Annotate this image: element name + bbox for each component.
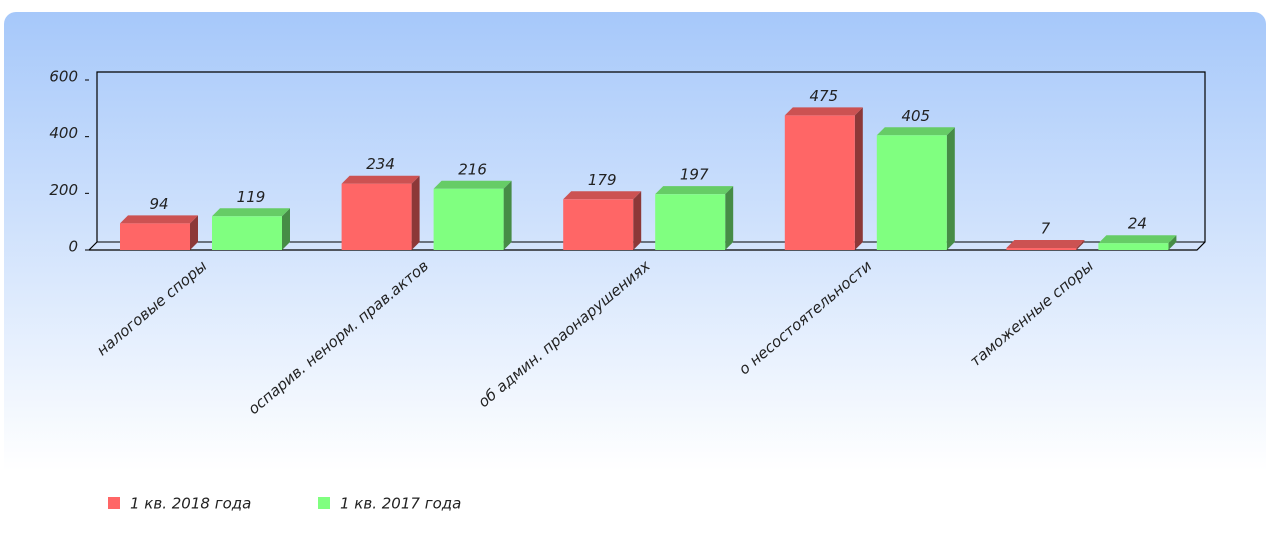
y-tick-label: 200 (49, 181, 78, 199)
data-label: 94 (149, 195, 168, 213)
data-label: 405 (901, 107, 930, 125)
data-label: 179 (588, 171, 617, 189)
data-label: 234 (366, 155, 395, 173)
data-label: 475 (809, 87, 838, 105)
bar-side (411, 175, 420, 250)
bar-side (190, 215, 198, 250)
legend-label: 1 кв. 2018 года (130, 495, 251, 513)
legend-label: 1 кв. 2017 года (340, 495, 461, 513)
legend-swatch (318, 497, 330, 509)
bar-top (1006, 240, 1085, 249)
bar-top (563, 191, 642, 200)
bar (341, 183, 412, 250)
bar (1006, 248, 1077, 250)
bar-top (212, 208, 290, 217)
bar-top (655, 186, 734, 195)
bar-side (1168, 235, 1177, 250)
bar-side (725, 186, 734, 250)
bar (876, 135, 947, 250)
data-label: 24 (1128, 215, 1147, 233)
y-tick-label: 600 (49, 68, 78, 86)
bar-top (433, 180, 512, 189)
data-label: 7 (1041, 220, 1051, 238)
bar-top (876, 127, 955, 136)
bar-side (854, 107, 863, 251)
bar-top (1098, 235, 1177, 244)
bar-side (503, 180, 512, 250)
data-label: 216 (458, 160, 487, 178)
data-label: 119 (237, 188, 266, 206)
bar (433, 188, 504, 250)
y-tick-label: 0 (68, 238, 78, 256)
bar-side (1076, 240, 1085, 250)
y-tick-label: 400 (49, 124, 78, 142)
bar (655, 194, 726, 250)
data-label: 197 (680, 166, 709, 184)
bar-top (784, 107, 863, 116)
bar-top (341, 175, 420, 184)
bar-side (946, 127, 955, 250)
bar (212, 216, 282, 250)
bar (1098, 243, 1169, 250)
bar-top (120, 215, 198, 224)
bar-side (282, 208, 290, 250)
legend-swatch (108, 497, 120, 509)
bar (784, 115, 855, 251)
bar (120, 223, 190, 250)
bar-side (633, 191, 642, 250)
bar (563, 199, 634, 250)
